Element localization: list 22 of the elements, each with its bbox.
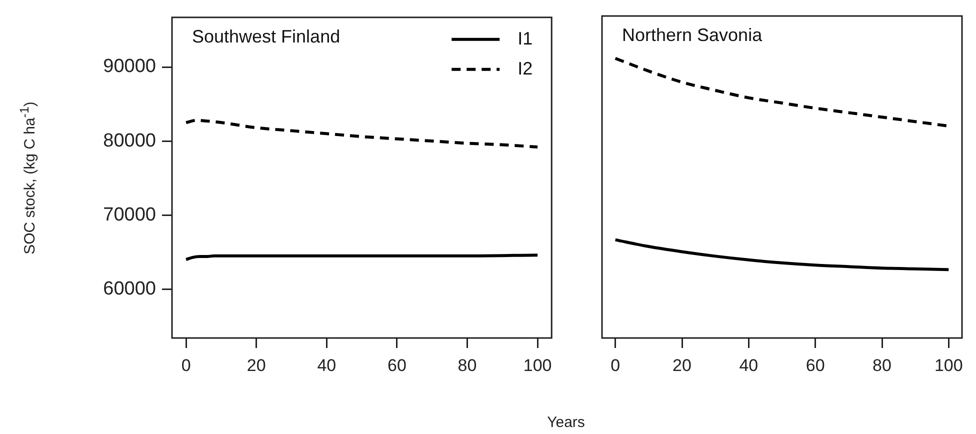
y-tick-label: 60000 [103, 278, 156, 300]
x-tick-label: 100 [523, 356, 552, 375]
x-axis-title: Years [547, 414, 585, 431]
x-tick-label: 40 [739, 356, 758, 375]
text: Southwest Finland [192, 26, 340, 46]
x-tick-label: 80 [458, 356, 477, 375]
y-tick-label: 80000 [103, 130, 156, 152]
chart-title: Northern Savonia [622, 24, 764, 45]
y-tick-label: 70000 [103, 204, 156, 226]
x-tick-label: 100 [934, 356, 963, 375]
y-tick-label: 90000 [103, 56, 156, 78]
x-tick-label: 60 [806, 356, 825, 375]
legend-label: I2 [518, 58, 533, 78]
x-tick-label: 40 [317, 356, 336, 375]
x-tick-label: 20 [672, 356, 692, 375]
x-tick-label: 20 [246, 356, 266, 375]
line-series [184, 118, 540, 148]
x-tick-label: 0 [181, 356, 191, 375]
x-tick-label: 80 [872, 356, 892, 375]
x-tick-label: 0 [610, 356, 620, 375]
legend-label: I1 [518, 28, 533, 48]
x-tick-label: 60 [388, 356, 406, 375]
